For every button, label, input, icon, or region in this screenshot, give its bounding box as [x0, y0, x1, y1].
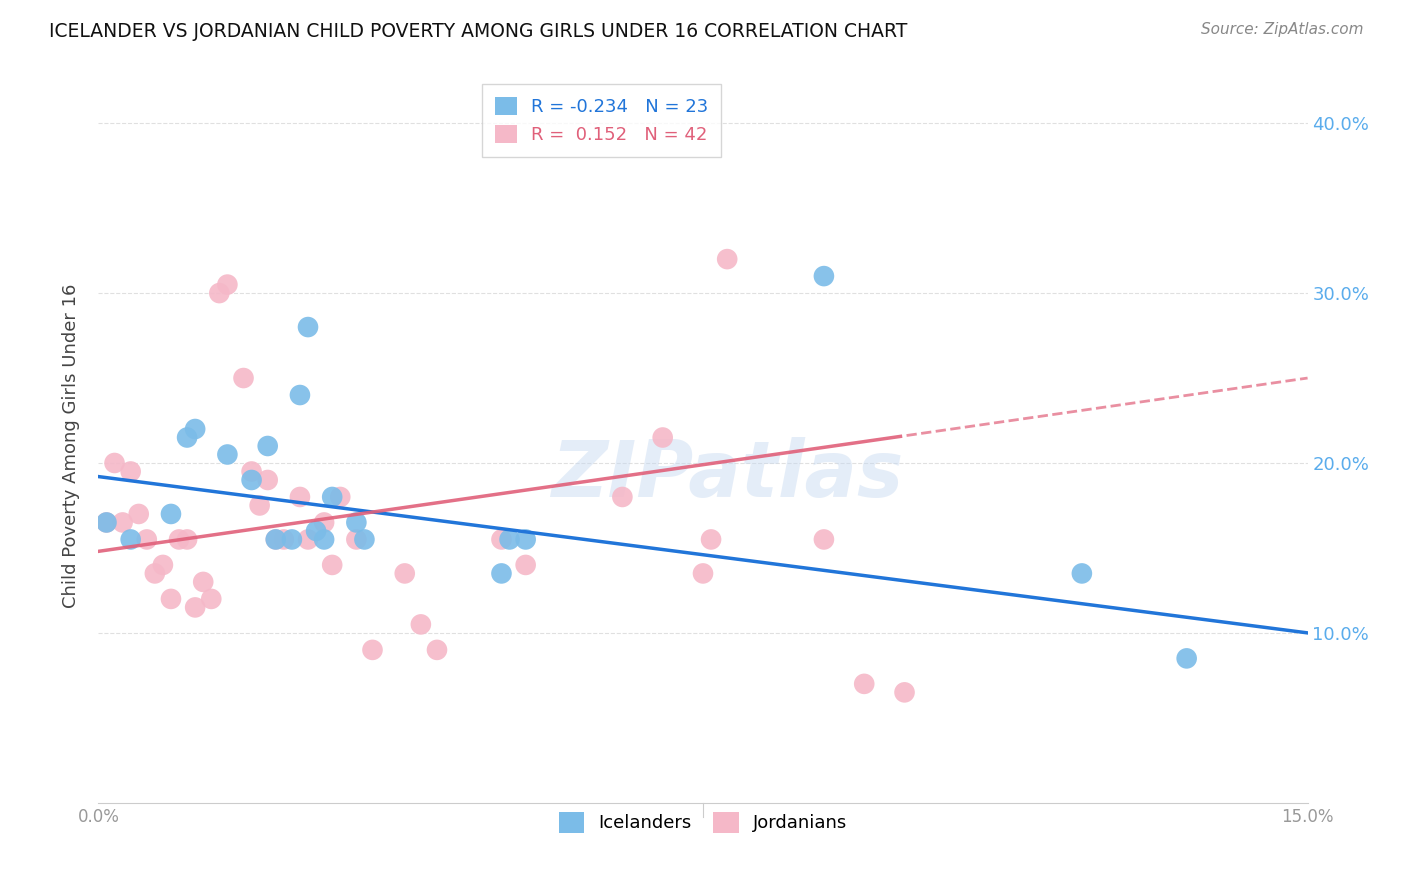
Point [515, 558, 537, 572]
Point [232, 371, 254, 385]
Point [249, 499, 271, 513]
Point [152, 558, 174, 572]
Point [716, 252, 738, 266]
Point [491, 533, 513, 547]
Point [217, 448, 239, 462]
Point [111, 516, 134, 530]
Point [240, 473, 263, 487]
Point [281, 533, 304, 547]
Point [256, 473, 278, 487]
Point [184, 600, 207, 615]
Text: ZIPatlas: ZIPatlas [551, 436, 903, 513]
Point [208, 286, 231, 301]
Point [853, 677, 876, 691]
Point [240, 465, 263, 479]
Point [1175, 651, 1198, 665]
Point [321, 558, 343, 572]
Point [176, 533, 198, 547]
Point [1070, 566, 1092, 581]
Text: Source: ZipAtlas.com: Source: ZipAtlas.com [1201, 22, 1364, 37]
Point [692, 566, 714, 581]
Point [193, 574, 215, 589]
Point [135, 533, 157, 547]
Point [160, 591, 183, 606]
Point [515, 533, 537, 547]
Point [612, 490, 634, 504]
Point [264, 533, 287, 547]
Point [409, 617, 432, 632]
Point [813, 269, 835, 284]
Point [288, 490, 311, 504]
Point [264, 533, 287, 547]
Point [184, 422, 207, 436]
Point [120, 465, 142, 479]
Point [426, 643, 449, 657]
Point [329, 490, 352, 504]
Text: ICELANDER VS JORDANIAN CHILD POVERTY AMONG GIRLS UNDER 16 CORRELATION CHART: ICELANDER VS JORDANIAN CHILD POVERTY AMO… [49, 22, 908, 41]
Point [167, 533, 190, 547]
Point [344, 533, 367, 547]
Point [200, 591, 222, 606]
Point [120, 533, 142, 547]
Point [700, 533, 723, 547]
Point [288, 388, 311, 402]
Point [893, 685, 915, 699]
Point [498, 533, 520, 547]
Point [314, 516, 336, 530]
Point [314, 533, 336, 547]
Point [217, 277, 239, 292]
Point [491, 566, 513, 581]
Point [256, 439, 278, 453]
Point [361, 643, 384, 657]
Point [273, 533, 295, 547]
Point [143, 566, 166, 581]
Point [321, 490, 343, 504]
Point [353, 533, 375, 547]
Point [813, 533, 835, 547]
Point [103, 456, 125, 470]
Point [394, 566, 416, 581]
Point [176, 430, 198, 444]
Point [96, 516, 118, 530]
Legend: Icelanders, Jordanians: Icelanders, Jordanians [548, 801, 858, 844]
Point [305, 524, 328, 538]
Point [160, 507, 183, 521]
Point [651, 430, 673, 444]
Point [297, 533, 319, 547]
Point [96, 516, 118, 530]
Y-axis label: Child Poverty Among Girls Under 16: Child Poverty Among Girls Under 16 [62, 284, 80, 608]
Point [297, 320, 319, 334]
Point [128, 507, 150, 521]
Point [344, 516, 367, 530]
